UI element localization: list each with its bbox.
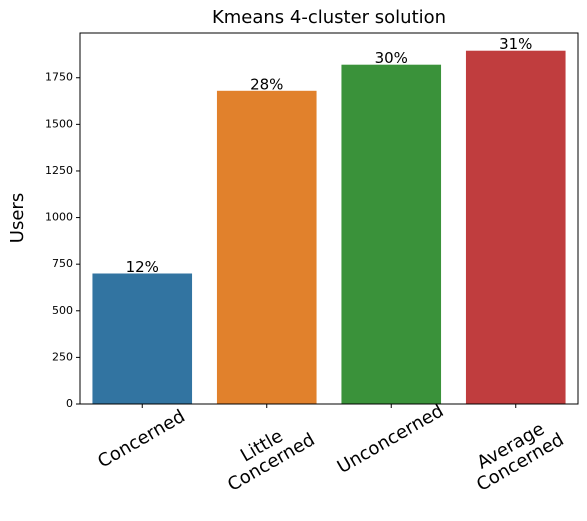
y-tick-label: 0 <box>66 397 73 410</box>
chart-title: Kmeans 4-cluster solution <box>212 7 446 28</box>
y-tick-label: 1000 <box>45 211 73 224</box>
y-tick-label: 1750 <box>45 71 73 84</box>
bar <box>92 273 193 404</box>
y-tick-label: 750 <box>52 257 73 270</box>
y-tick-label: 1500 <box>45 117 73 130</box>
value-annotation: 30% <box>375 49 408 67</box>
bar <box>341 64 442 404</box>
y-tick-label: 500 <box>52 304 73 317</box>
value-annotation: 12% <box>126 258 159 276</box>
y-tick-label: 1250 <box>45 164 73 177</box>
value-annotation: 28% <box>250 75 283 93</box>
plot-frame <box>79 32 579 405</box>
y-tick-label: 250 <box>52 350 73 363</box>
bar <box>216 90 317 404</box>
bar <box>465 50 566 404</box>
value-annotation: 31% <box>499 35 532 53</box>
y-axis-label: Users <box>7 193 28 243</box>
